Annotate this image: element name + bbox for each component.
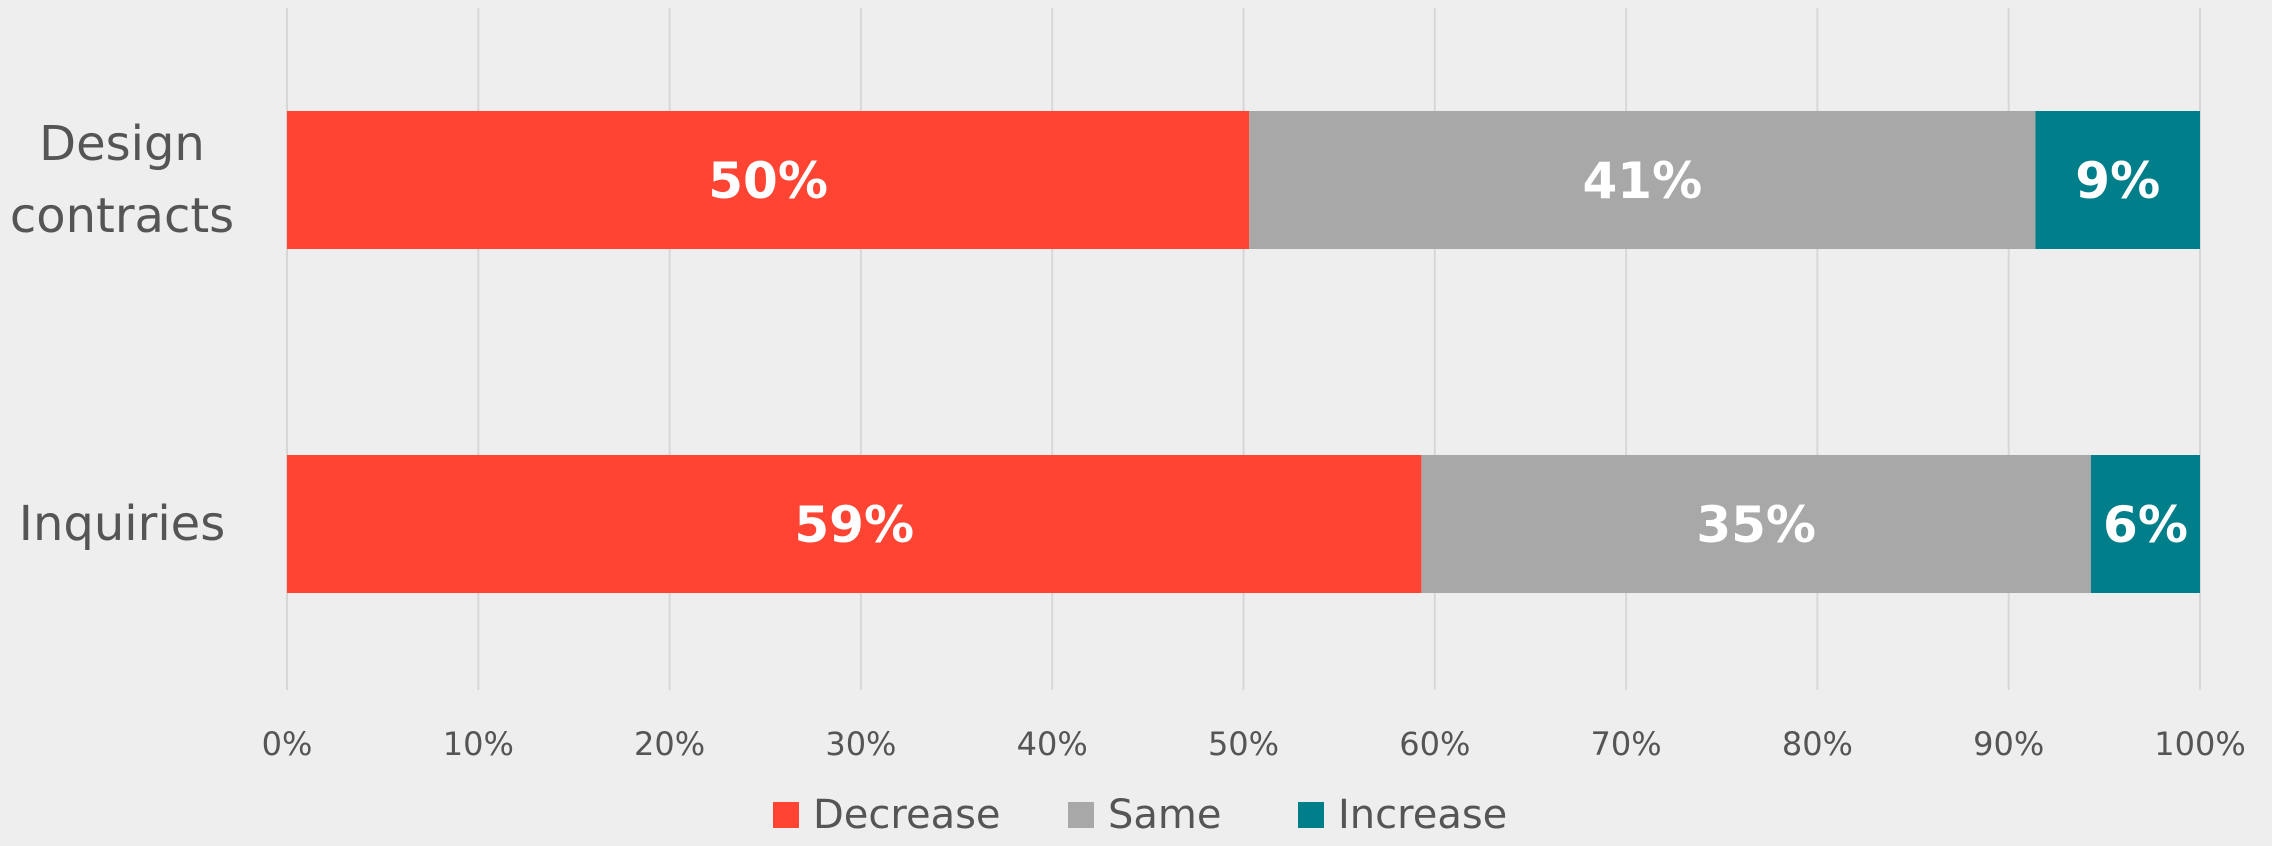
x-tick-label: 100% [2154,725,2245,763]
bar-decrease [287,111,1250,249]
x-tick-label: 50% [1208,725,1279,763]
category-label: Design contracts [10,116,234,244]
bar-value-label: 50% [708,152,828,210]
bar-increase [2090,455,2200,593]
x-tick-label: 80% [1782,725,1853,763]
bar-value-label: 9% [2075,152,2160,210]
x-tick-label: 10% [443,725,514,763]
x-tick-label: 30% [825,725,896,763]
category-labels: Design contracts Inquiries [10,116,234,552]
legend-label-same: Same [1108,792,1221,838]
legend-swatch-decrease [773,802,799,828]
x-tick-label: 90% [1973,725,2044,763]
x-tick-label: 40% [1017,725,1088,763]
x-tick-label: 0% [262,725,313,763]
bar-increase [2035,111,2200,249]
legend-swatch-increase [1298,802,1324,828]
x-tick-label: 60% [1399,725,1470,763]
bar-same [1421,455,2091,593]
bar-same [1249,111,2036,249]
legend-label-decrease: Decrease [813,792,1001,838]
bars: 50% 41% 9% 59% 35% 6% [287,111,2200,593]
bar-value-label: 6% [2103,496,2188,554]
x-axis-ticks: 0% 10% 20% 30% 40% 50% 60% 70% 80% 90% 100% [262,725,2246,763]
category-label: Inquiries [19,496,225,552]
legend: Decrease Same Increase [773,792,1507,838]
bar-value-label: 35% [1696,496,1816,554]
bar-decrease [287,455,1422,593]
bar-value-label: 41% [1583,152,1703,210]
legend-swatch-same [1068,802,1094,828]
x-tick-label: 70% [1591,725,1662,763]
legend-label-increase: Increase [1338,792,1507,838]
bar-value-label: 59% [794,496,914,554]
x-tick-label: 20% [634,725,705,763]
